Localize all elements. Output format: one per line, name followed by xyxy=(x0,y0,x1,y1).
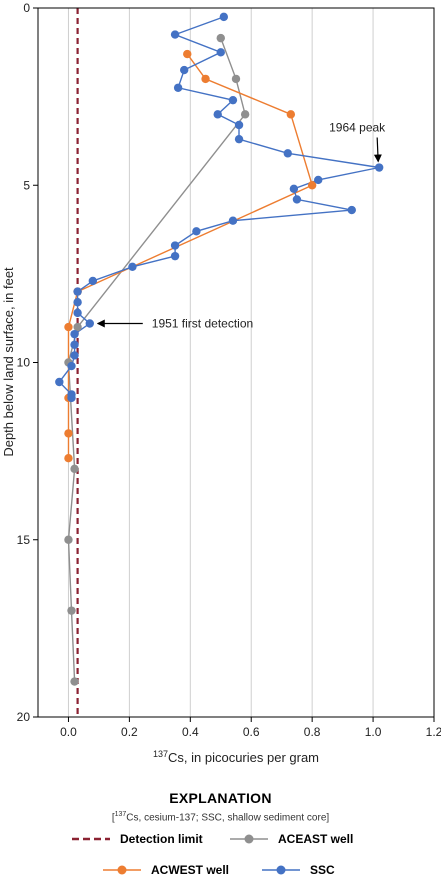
aceast-swatch xyxy=(230,834,268,844)
ssc-point xyxy=(234,134,244,144)
ssc-point xyxy=(170,251,180,261)
ssc-point xyxy=(292,195,302,204)
legend-note-superscript: 137 xyxy=(114,811,127,818)
y-tick-label: 10 xyxy=(17,356,31,370)
ssc-point xyxy=(170,30,180,39)
ssc-point xyxy=(73,298,82,307)
y-tick-label: 20 xyxy=(17,710,31,724)
legend-item-acwest: ACWEST well xyxy=(103,863,229,877)
legend-note-prefix: [ xyxy=(111,812,115,824)
legend-label-aceast: ACEAST well xyxy=(278,832,354,846)
x-tick-label: 0.4 xyxy=(182,725,199,739)
ssc-point xyxy=(216,48,225,57)
ssc-point xyxy=(73,287,82,296)
ssc-swatch xyxy=(262,865,300,875)
detection-limit-swatch xyxy=(72,837,110,841)
ssc-point xyxy=(180,65,189,75)
x-tick-label: 0.8 xyxy=(304,725,321,739)
legend-title: EXPLANATION xyxy=(169,790,272,806)
annotation-1964-peak: 1964 peak xyxy=(329,121,386,135)
ssc-point xyxy=(347,205,356,215)
plot-area xyxy=(38,8,434,717)
x-tick-label: 0.6 xyxy=(243,725,260,739)
ssc-point xyxy=(289,184,299,193)
legend-note-text: Cs, cesium-137; SSC, shallow sediment co… xyxy=(126,812,330,824)
x-axis-title: 137Cs, in picocuries per gram xyxy=(153,749,319,765)
aceast-well-point xyxy=(70,464,79,474)
acwest-well-point xyxy=(183,49,192,59)
x-tick-label: 0.2 xyxy=(121,725,138,739)
aceast-well-point xyxy=(240,110,250,119)
axis-ticks: 0.0 0.2 0.4 0.6 0.8 1.0 1.2 0 5 10 15 20 xyxy=(17,1,441,739)
ssc-point xyxy=(192,227,201,236)
acwest-swatch xyxy=(103,865,141,875)
legend-note: [137Cs, cesium-137; SSC, shallow sedimen… xyxy=(0,811,441,823)
ssc-point xyxy=(73,308,82,318)
acwest-well-point xyxy=(64,322,73,332)
ssc-point xyxy=(67,361,76,371)
y-tick-label: 15 xyxy=(17,533,31,547)
acwest-well-point xyxy=(64,429,73,438)
x-tick-label: 1.0 xyxy=(365,725,382,739)
legend-label-ssc: SSC xyxy=(310,863,335,877)
ssc-point xyxy=(173,83,183,92)
aceast-well-point xyxy=(70,677,79,686)
data-series xyxy=(55,8,384,717)
aceast-well-point xyxy=(216,33,225,43)
ssc-point xyxy=(88,276,98,286)
y-axis-title: Depth below land surface, in feet xyxy=(1,267,16,457)
acwest-well-point xyxy=(201,74,210,84)
legend-label-acwest: ACWEST well xyxy=(151,863,230,877)
ssc-point xyxy=(70,351,79,360)
y-tick-label: 5 xyxy=(23,178,30,192)
annotation-1951-first-detection: 1951 first detection xyxy=(152,317,253,331)
ssc-point xyxy=(228,95,238,105)
ssc-point xyxy=(70,340,79,349)
legend: EXPLANATION [137Cs, cesium-137; SSC, sha… xyxy=(0,790,441,823)
acwest-well-point xyxy=(307,181,317,190)
aceast-well-point xyxy=(73,322,82,332)
x-tick-label: 0.0 xyxy=(60,725,77,739)
acwest-well-point xyxy=(286,110,296,119)
legend-item-aceast: ACEAST well xyxy=(230,832,353,846)
annotation-1964-peak-arrow xyxy=(373,137,382,163)
annotations: 1964 peak 1951 first detection xyxy=(96,121,386,331)
acwest-well-point xyxy=(64,454,73,463)
y-tick-label: 0 xyxy=(23,1,30,15)
ssc-point xyxy=(67,393,76,403)
aceast-well-point xyxy=(64,535,73,544)
ssc-point xyxy=(314,175,323,185)
x-axis-title-superscript: 137 xyxy=(153,749,168,759)
x-axis-title-text: Cs, in picocuries per gram xyxy=(168,750,319,765)
aceast-well-point xyxy=(231,74,241,84)
ssc-point xyxy=(55,377,64,387)
x-tick-label: 1.2 xyxy=(426,725,441,739)
ssc-point xyxy=(228,216,238,225)
ssc-point xyxy=(128,262,137,271)
aceast-well-point xyxy=(67,606,76,615)
legend-item-ssc: SSC xyxy=(262,863,335,877)
ssc-point xyxy=(85,319,94,328)
ssc-point xyxy=(170,241,180,250)
ssc-point xyxy=(213,110,222,119)
ssc-point xyxy=(219,12,229,22)
ssc-point xyxy=(374,163,384,172)
ssc-point xyxy=(70,329,79,339)
plot-frame xyxy=(37,7,435,718)
ssc-point xyxy=(283,149,292,158)
legend-label-detection-limit: Detection limit xyxy=(120,832,203,846)
legend-item-detection-limit: Detection limit xyxy=(72,832,203,846)
ssc-point xyxy=(234,120,244,130)
